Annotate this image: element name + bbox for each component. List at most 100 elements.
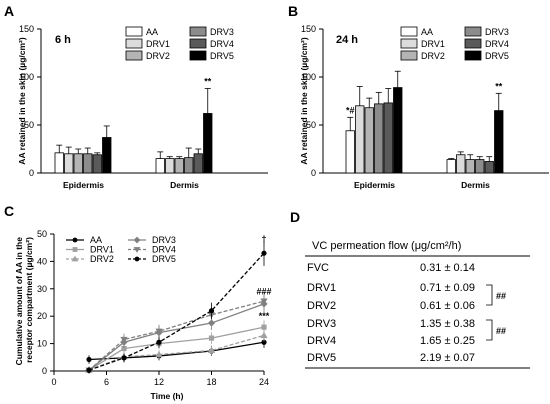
series-line <box>88 303 265 371</box>
series-line <box>88 300 265 371</box>
data-point <box>155 350 163 358</box>
legend-label: DRV2 <box>421 51 445 61</box>
bar <box>83 153 93 174</box>
permeation-table: VC permeation flow (μg/cm²/h) FVC 0.31 ±… <box>305 240 530 369</box>
data-point <box>208 335 215 341</box>
x-axis-label-c: Time (h) <box>151 391 184 401</box>
x-tick-label: 0 <box>51 377 56 387</box>
table-row-value: 0.71 ± 0.09 <box>420 282 475 294</box>
bar <box>165 158 175 174</box>
bar <box>155 158 165 174</box>
category-label: Epidermis <box>354 180 395 190</box>
bar <box>64 153 74 174</box>
line-chart-cumulative: Cumulative amount of AA in the receptor … <box>14 229 272 401</box>
bar <box>345 130 355 174</box>
y-axis-label-c: Cumulative amount of AA in the receptor … <box>14 235 34 366</box>
bar <box>393 87 403 174</box>
panel-label-a: A <box>4 3 14 19</box>
legend-label: DRV1 <box>90 245 114 255</box>
legend-swatch <box>189 50 207 61</box>
y-tick-label: 0 <box>29 168 34 178</box>
y-axis-label-a: AA retained in the skin (µg/cm²) <box>17 37 27 165</box>
bar <box>446 159 456 174</box>
table-row-3: DRV2 0.61 ± 0.06 <box>307 300 475 312</box>
legend-label: DRV3 <box>210 27 234 37</box>
bar-chart-6h: AA retained in the skin (µg/cm²) 6 h 0 50… <box>17 24 268 190</box>
data-point <box>133 247 141 253</box>
table-row-value: 0.61 ± 0.06 <box>420 300 475 312</box>
significance-mark: ** <box>204 77 212 87</box>
data-point <box>121 355 127 361</box>
category-label: Dermis <box>170 180 199 190</box>
y-tick-label: 0 <box>42 366 47 376</box>
y-tick-label: 50 <box>24 120 34 130</box>
bar <box>364 107 374 174</box>
legend-label: DRV4 <box>210 39 234 49</box>
legend-swatch <box>400 50 418 61</box>
y-tick-label: 50 <box>37 229 47 239</box>
y-axis-label-c-line2: receptor compartment (µg/cm²) <box>24 237 34 363</box>
y-tick-label: 150 <box>301 24 316 34</box>
data-point <box>207 346 216 354</box>
legend-swatch <box>400 38 418 49</box>
data-point <box>207 319 216 327</box>
legend-label: DRV2 <box>146 51 170 61</box>
significance-bracket <box>486 284 493 306</box>
data-point <box>72 237 78 243</box>
bar <box>484 161 494 174</box>
bar <box>475 159 485 174</box>
legend-swatch <box>189 38 207 49</box>
y-tick-label: 50 <box>306 120 316 130</box>
legend-swatch <box>125 50 143 61</box>
data-point <box>120 336 128 344</box>
y-tick-label: 100 <box>19 72 34 82</box>
bar <box>54 152 64 174</box>
table-row-6: DRV5 2.19 ± 0.07 <box>307 352 475 364</box>
legend-label: DRV4 <box>485 39 509 49</box>
bar <box>465 159 475 174</box>
data-point <box>261 250 267 256</box>
bar <box>102 137 112 174</box>
legend-label: DRV5 <box>152 254 176 264</box>
legend-label: DRV1 <box>421 39 445 49</box>
panel-label-b: B <box>288 3 298 19</box>
significance-mark: *** <box>259 311 270 321</box>
bar <box>374 103 384 174</box>
legend-swatch <box>189 26 207 37</box>
table-row-label: DRV3 <box>307 318 336 330</box>
data-point <box>260 331 268 338</box>
y-axis-label-c-line1: Cumulative amount of AA in the <box>14 237 24 366</box>
panel-label-c: C <box>4 203 14 219</box>
legend-label: DRV2 <box>90 254 114 264</box>
table-row-label: DRV5 <box>307 352 336 364</box>
x-tick-label: 24 <box>259 377 269 387</box>
table-row-label: DRV4 <box>307 335 336 347</box>
data-point <box>133 236 141 244</box>
y-tick-label: 150 <box>19 24 34 34</box>
table-row-4: DRV3 1.35 ± 0.38 <box>307 318 475 330</box>
significance-mark: ** <box>495 81 503 91</box>
y-tick-label: 20 <box>37 311 47 321</box>
legend-label: AA <box>421 27 433 37</box>
table-row-value: 0.31 ± 0.14 <box>420 262 475 274</box>
legend-swatch <box>464 50 482 61</box>
legend-label: DRV3 <box>485 27 509 37</box>
bar <box>456 154 466 174</box>
series-line <box>88 341 265 361</box>
legend-swatch <box>125 38 143 49</box>
table-row-value: 1.35 ± 0.38 <box>420 318 475 330</box>
condition-label-24h: 24 h <box>336 34 358 46</box>
table-header: VC permeation flow (μg/cm²/h) <box>312 240 461 252</box>
data-point <box>156 339 162 345</box>
bar <box>355 105 365 174</box>
condition-label-6h: 6 h <box>55 34 71 46</box>
significance-mark: ## <box>496 291 506 301</box>
y-tick-label: 10 <box>37 339 47 349</box>
significance-mark: ### <box>256 286 271 296</box>
legend-swatch <box>125 26 143 37</box>
y-tick-label: 30 <box>37 284 47 294</box>
bar <box>174 158 184 174</box>
table-row-5: DRV4 1.65 ± 0.25 <box>307 335 475 347</box>
table-row-value: 1.65 ± 0.25 <box>420 335 475 347</box>
